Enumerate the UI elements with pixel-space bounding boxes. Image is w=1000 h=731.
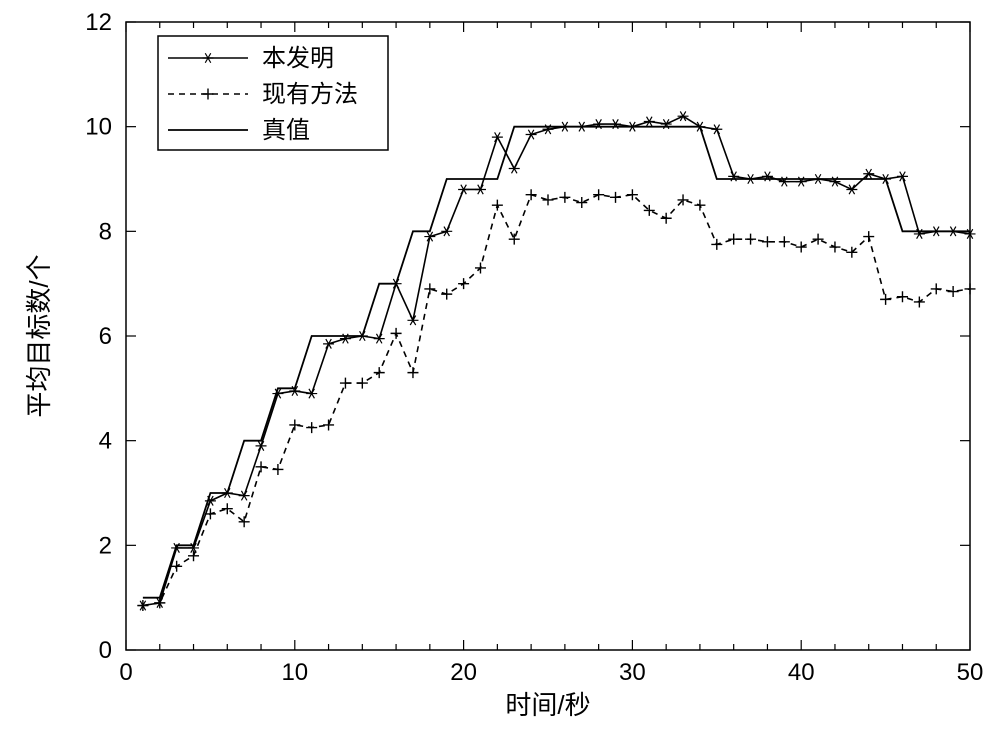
y-tick-label: 0 [99,637,112,664]
y-tick-label: 8 [99,218,112,245]
y-tick-label: 10 [85,114,112,141]
y-tick-label: 4 [99,428,112,455]
x-tick-label: 50 [957,659,984,686]
legend-label-true: 真值 [262,117,310,144]
y-tick-label: 12 [85,9,112,36]
x-tick-label: 10 [281,659,308,686]
y-tick-label: 6 [99,323,112,350]
y-axis-label: 平均目标数/个 [24,254,54,417]
series-invention [137,111,975,610]
legend-label-invention: 本发明 [262,45,334,72]
line-chart: 0 10 20 30 40 50 0 2 4 6 8 10 12 时间/秒 平均目标数/个 本发明现有方法真… [0,0,1000,731]
series-true [143,127,970,598]
x-axis-label: 时间/秒 [505,690,590,720]
y-tick-label: 2 [99,532,112,559]
x-tick-label: 30 [619,659,646,686]
x-tick-label: 20 [450,659,477,686]
x-tick-label: 40 [788,659,815,686]
x-tick-label: 0 [119,659,132,686]
series-existing [137,189,975,611]
legend-label-existing: 现有方法 [262,81,358,108]
